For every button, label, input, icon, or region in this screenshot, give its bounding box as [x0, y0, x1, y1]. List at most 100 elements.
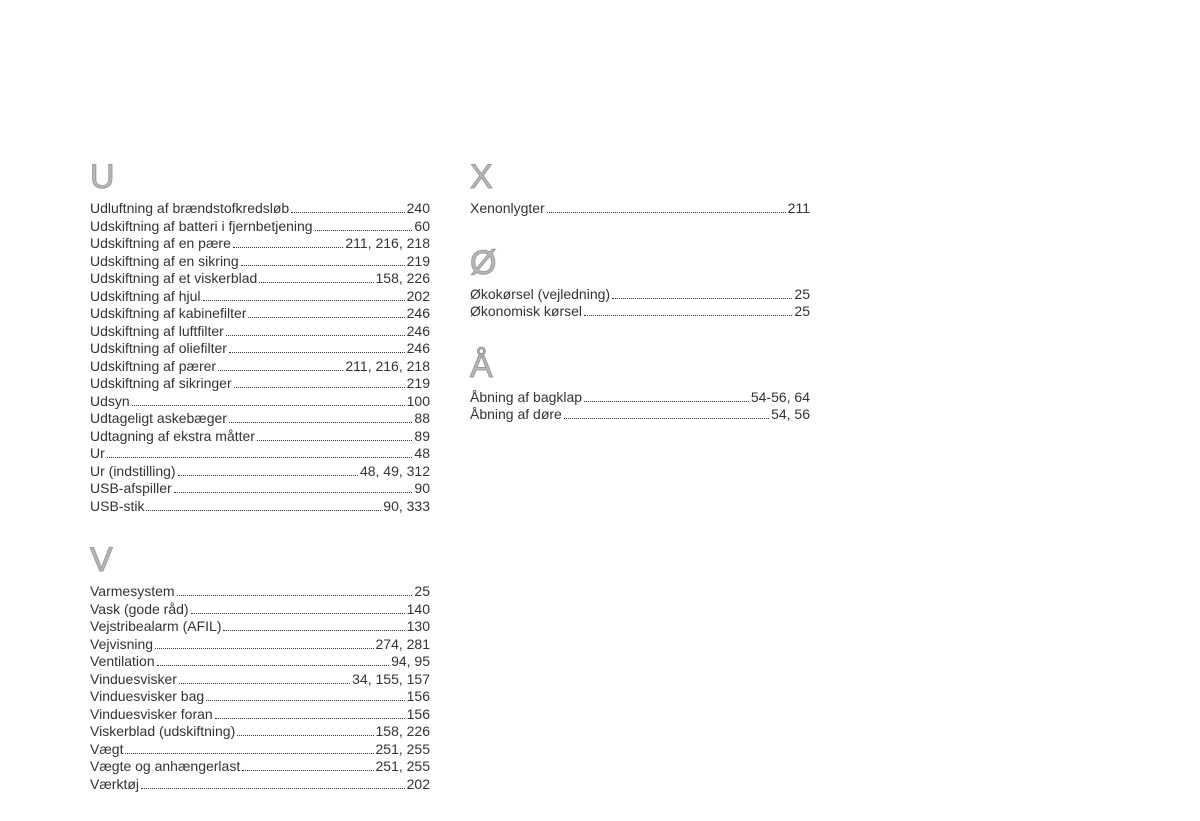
index-section: VVarmesystem 25Vask (gode råd) 140Vejstr…	[90, 543, 430, 793]
entry-label: Udsyn	[90, 393, 130, 411]
index-entry: USB-afspiller 90	[90, 480, 430, 498]
index-entry: Udsyn 100	[90, 393, 430, 411]
entry-pages: 89	[414, 428, 430, 446]
entry-pages: 130	[407, 618, 430, 636]
leader-dots	[107, 457, 413, 458]
entry-pages: 90	[414, 480, 430, 498]
entry-pages: 48, 49, 312	[360, 463, 430, 481]
leader-dots	[223, 630, 404, 631]
entry-pages: 274, 281	[376, 636, 431, 654]
entry-label: USB-afspiller	[90, 480, 172, 498]
index-entry: Varmesystem 25	[90, 583, 430, 601]
section-letter: Ø	[470, 246, 810, 280]
entry-pages: 140	[407, 601, 430, 619]
entry-label: Ur	[90, 445, 105, 463]
leader-dots	[234, 387, 405, 388]
entry-pages: 246	[407, 323, 430, 341]
index-entry: Vægt 251, 255	[90, 741, 430, 759]
leader-dots	[315, 230, 413, 231]
leader-dots	[547, 212, 786, 213]
leader-dots	[125, 753, 373, 754]
leader-dots	[218, 370, 343, 371]
index-columns: UUdluftning af brændstofkredsløb 240Udsk…	[90, 160, 1120, 821]
leader-dots	[215, 718, 405, 719]
entry-pages: 94, 95	[391, 653, 430, 671]
entry-label: Vejstribealarm (AFIL)	[90, 618, 221, 636]
entry-label: Økonomisk kørsel	[470, 303, 582, 321]
entry-pages: 25	[794, 286, 810, 304]
index-entry: Åbning af døre 54, 56	[470, 406, 810, 424]
leader-dots	[259, 282, 373, 283]
entry-label: Udtageligt askebæger	[90, 410, 227, 428]
leader-dots	[177, 595, 413, 596]
index-entry: Udskiftning af oliefilter 246	[90, 340, 430, 358]
index-entry: Åbning af bagklap 54-56, 64	[470, 389, 810, 407]
index-section: ØØkokørsel (vejledning) 25Økonomisk kørs…	[470, 246, 810, 321]
entry-label: Vinduesvisker foran	[90, 706, 213, 724]
leader-dots	[241, 265, 405, 266]
index-entry: Udskiftning af pærer 211, 216, 218	[90, 358, 430, 376]
entry-label: Udskiftning af et viskerblad	[90, 270, 257, 288]
index-entry: Udluftning af brændstofkredsløb 240	[90, 200, 430, 218]
index-column: XXenonlygter 211ØØkokørsel (vejledning) …	[470, 160, 810, 821]
entry-pages: 202	[407, 776, 430, 794]
leader-dots	[174, 492, 413, 493]
entry-label: Ventilation	[90, 653, 155, 671]
entry-pages: 251, 255	[376, 741, 431, 759]
leader-dots	[242, 770, 373, 771]
entry-pages: 156	[407, 688, 430, 706]
leader-dots	[226, 335, 405, 336]
entry-pages: 211	[788, 200, 810, 218]
entry-label: Udskiftning af hjul	[90, 288, 201, 306]
entry-label: Udskiftning af kabinefilter	[90, 305, 246, 323]
index-entry: Vejvisning 274, 281	[90, 636, 430, 654]
section-letter: Å	[470, 349, 810, 383]
entry-pages: 211, 216, 218	[345, 358, 430, 376]
entry-pages: 60	[414, 218, 430, 236]
leader-dots	[191, 613, 405, 614]
entry-label: Udskiftning af batteri i fjernbetjening	[90, 218, 313, 236]
entry-label: Udtagning af ekstra måtter	[90, 428, 255, 446]
entry-pages: 34, 155, 157	[352, 671, 430, 689]
leader-dots	[564, 418, 769, 419]
index-entry: Vinduesvisker bag 156	[90, 688, 430, 706]
entry-pages: 158, 226	[376, 270, 431, 288]
entry-pages: 211, 216, 218	[345, 235, 430, 253]
index-entry: Udtagning af ekstra måtter 89	[90, 428, 430, 446]
leader-dots	[178, 475, 358, 476]
leader-dots	[237, 735, 373, 736]
entry-label: Vægt	[90, 741, 123, 759]
section-letter: V	[90, 543, 430, 577]
entry-label: Åbning af døre	[470, 406, 562, 424]
index-entry: Udskiftning af kabinefilter 246	[90, 305, 430, 323]
leader-dots	[229, 352, 405, 353]
index-entry: Vask (gode råd) 140	[90, 601, 430, 619]
entry-label: Vægte og anhængerlast	[90, 758, 240, 776]
entry-pages: 158, 226	[376, 723, 431, 741]
index-entry: USB-stik 90, 333	[90, 498, 430, 516]
entry-label: Vejvisning	[90, 636, 153, 654]
leader-dots	[155, 648, 373, 649]
entry-label: Vask (gode råd)	[90, 601, 189, 619]
entry-label: Udluftning af brændstofkredsløb	[90, 200, 289, 218]
entry-label: Udskiftning af en pære	[90, 235, 231, 253]
leader-dots	[157, 665, 389, 666]
index-entry: Xenonlygter 211	[470, 200, 810, 218]
leader-dots	[146, 510, 381, 511]
leader-dots	[141, 788, 405, 789]
entry-pages: 25	[414, 583, 430, 601]
entry-label: Viskerblad (udskiftning)	[90, 723, 235, 741]
leader-dots	[179, 683, 350, 684]
index-entry: Økonomisk kørsel 25	[470, 303, 810, 321]
index-entry: Vejstribealarm (AFIL) 130	[90, 618, 430, 636]
index-column: UUdluftning af brændstofkredsløb 240Udsk…	[90, 160, 430, 821]
entry-label: Udskiftning af sikringer	[90, 375, 232, 393]
index-entry: Udskiftning af hjul 202	[90, 288, 430, 306]
entry-label: Udskiftning af en sikring	[90, 253, 239, 271]
leader-dots	[612, 298, 792, 299]
entry-label: Økokørsel (vejledning)	[470, 286, 610, 304]
entry-label: USB-stik	[90, 498, 144, 516]
index-entry: Økokørsel (vejledning) 25	[470, 286, 810, 304]
entry-label: Ur (indstilling)	[90, 463, 176, 481]
index-section: Å Åbning af bagklap 54-56, 64Åbning af dø…	[470, 349, 810, 424]
